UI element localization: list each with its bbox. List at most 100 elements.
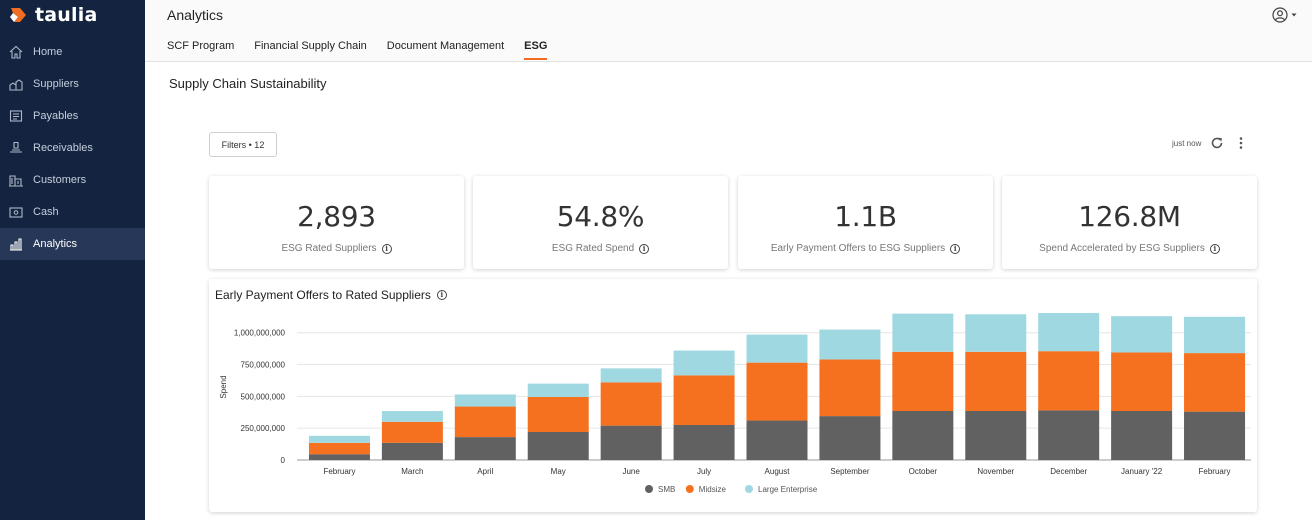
refresh-icon[interactable] <box>1209 135 1225 151</box>
bar-segment <box>746 334 808 363</box>
info-icon[interactable]: i <box>1209 243 1220 254</box>
bar-segment <box>965 411 1027 460</box>
x-tick-label: December <box>1050 467 1087 476</box>
legend-marker <box>645 485 653 493</box>
chart-title-row: Early Payment Offers to Rated Suppliers … <box>215 288 447 302</box>
kpi-label-row: Spend Accelerated by ESG Suppliers i <box>1002 243 1257 254</box>
bar-segment <box>819 416 881 460</box>
sidebar-item-cash[interactable]: Cash <box>0 196 145 228</box>
x-tick-label: August <box>765 467 791 476</box>
suppliers-icon <box>9 79 23 91</box>
top-header: Analytics SCF Program Financial Supply C… <box>145 0 1312 62</box>
kpi-label: ESG Rated Suppliers <box>281 243 377 254</box>
kpi-label-row: ESG Rated Suppliers i <box>209 243 464 254</box>
info-icon[interactable]: i <box>639 243 650 254</box>
y-tick-label: 500,000,000 <box>241 392 286 401</box>
bar-segment <box>1111 352 1173 411</box>
customers-icon <box>9 175 23 187</box>
kpi-label: Spend Accelerated by ESG Suppliers <box>1039 243 1205 254</box>
y-tick-label: 250,000,000 <box>241 424 286 433</box>
taulia-logo[interactable]: taulia <box>8 4 97 26</box>
sidebar-item-label: Receivables <box>33 142 93 154</box>
bar-segment <box>746 420 808 460</box>
sidebar-item-payables[interactable]: Payables <box>0 100 145 132</box>
info-icon[interactable]: i <box>436 290 447 300</box>
chevron-down-icon <box>1291 13 1297 17</box>
kpi-label-row: Early Payment Offers to ESG Suppliers i <box>738 243 993 254</box>
bar-segment <box>454 394 516 407</box>
info-icon[interactable]: i <box>381 243 392 254</box>
kpi-card-early-payment-offers: 1.1B Early Payment Offers to ESG Supplie… <box>738 176 993 269</box>
bar-segment <box>308 454 370 460</box>
x-tick-label: November <box>977 467 1014 476</box>
bar-segment <box>673 350 735 376</box>
legend-label: SMB <box>658 485 675 494</box>
sidebar-item-label: Analytics <box>33 238 78 250</box>
x-tick-label: April <box>477 467 493 476</box>
sidebar-item-analytics[interactable]: Analytics <box>0 228 145 260</box>
bar-segment <box>819 359 881 417</box>
sidebar-item-receivables[interactable]: Receivables <box>0 132 145 164</box>
x-tick-label: July <box>697 467 711 476</box>
refresh-area: just now <box>1172 135 1249 151</box>
bar-segment <box>965 314 1027 352</box>
sidebar-item-label: Payables <box>33 110 79 122</box>
bar-segment <box>600 368 662 383</box>
kpi-label: ESG Rated Spend <box>551 243 635 254</box>
sidebar-nav: Home Suppliers Payables Receivables Cust… <box>0 36 145 260</box>
y-axis-label: Spend <box>219 375 228 398</box>
tab-esg[interactable]: ESG <box>524 40 548 60</box>
kpi-card-esg-rated-spend: 54.8% ESG Rated Spend i <box>473 176 728 269</box>
legend-label: Midsize <box>699 485 727 494</box>
chart-card: Early Payment Offers to Rated Suppliers … <box>209 279 1257 512</box>
x-tick-label: January '22 <box>1121 467 1163 476</box>
bar-segment <box>1184 353 1246 412</box>
bar-segment <box>1184 411 1246 460</box>
kpi-value: 1.1B <box>834 200 897 233</box>
receivables-icon <box>10 141 22 153</box>
bar-segment <box>454 437 516 460</box>
sidebar-item-label: Suppliers <box>33 78 79 90</box>
bar-segment <box>673 425 735 460</box>
sidebar-item-label: Cash <box>33 206 59 218</box>
last-updated-text: just now <box>1172 138 1202 148</box>
sidebar-item-customers[interactable]: Customers <box>0 164 145 196</box>
more-options-icon[interactable] <box>1233 135 1249 151</box>
x-tick-label: February <box>323 467 355 476</box>
bar-segment <box>527 397 589 432</box>
stacked-bar-chart: 0 250,000,000 500,000,000 750,000,000 1,000,… <box>219 313 1251 494</box>
bar-segment <box>892 411 954 460</box>
home-icon <box>9 45 23 59</box>
bar-segment <box>600 382 662 426</box>
kpi-card-esg-rated-suppliers: 2,893 ESG Rated Suppliers i <box>209 176 464 269</box>
tab-document-management[interactable]: Document Management <box>386 40 505 52</box>
sidebar: taulia Home Suppliers Payables Receivabl… <box>0 0 145 520</box>
user-menu-button[interactable] <box>1272 7 1298 23</box>
info-icon[interactable]: i <box>950 243 961 254</box>
sidebar-item-suppliers[interactable]: Suppliers <box>0 68 145 100</box>
section-title: Supply Chain Sustainability <box>169 76 327 91</box>
tab-scf-program[interactable]: SCF Program <box>167 40 235 52</box>
y-tick-label: 1,000,000,000 <box>234 329 286 338</box>
bar-segment <box>892 351 954 411</box>
x-tick-label: June <box>622 467 640 476</box>
cash-icon <box>9 207 23 218</box>
filters-button[interactable]: Filters • 12 <box>209 132 277 157</box>
bar-segment <box>1038 313 1100 352</box>
sidebar-item-home[interactable]: Home <box>0 36 145 68</box>
bar-segment <box>819 329 881 360</box>
x-tick-label: March <box>401 467 423 476</box>
brand-name: taulia <box>35 4 98 26</box>
kpi-value: 2,893 <box>297 200 376 233</box>
bar-segment <box>381 421 443 443</box>
bar-segment <box>381 442 443 460</box>
bar-segment <box>746 362 808 421</box>
payables-icon <box>9 110 23 122</box>
kpi-label: Early Payment Offers to ESG Suppliers <box>770 243 946 254</box>
bar-segment <box>308 435 370 443</box>
kpi-card-spend-accelerated: 126.8M Spend Accelerated by ESG Supplier… <box>1002 176 1257 269</box>
bar-segment <box>1038 410 1100 460</box>
tab-financial-supply-chain[interactable]: Financial Supply Chain <box>254 40 367 52</box>
bar-segment <box>527 383 589 397</box>
bar-segment <box>965 351 1027 411</box>
